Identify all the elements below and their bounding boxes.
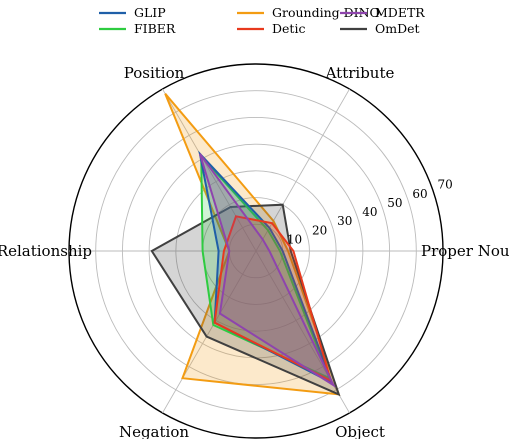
axis-label-position: Position [124, 64, 185, 82]
axis-label-object: Object [335, 423, 385, 439]
axis-label-attribute: Attribute [325, 64, 395, 82]
series-layer [150, 93, 341, 397]
series-omdet [150, 203, 341, 397]
legend-label-detic: Detic [272, 21, 305, 36]
radial-tick-label: 60 [412, 187, 427, 201]
spoke-negation [162, 250, 257, 414]
legend-label-grounding-dino: Grounding DINO [272, 5, 380, 20]
legend-label-mdetr: MDETR [375, 5, 425, 20]
spoke-position [162, 88, 257, 252]
series-mdetr [198, 153, 336, 388]
radial-tick-label: 30 [337, 214, 352, 228]
radial-tick-label: 10 [287, 233, 302, 247]
axis-label-proper-noun: Proper Noun [421, 242, 509, 260]
axis-labels: 10 20 30 40 50 60 70 Position Attribute Proper No… [0, 64, 509, 439]
legend-label-fiber: FIBER [134, 21, 176, 36]
legend-label-glip: GLIP [134, 5, 166, 20]
radial-tick-label: 70 [438, 178, 453, 192]
radial-tick-label: 40 [362, 205, 377, 219]
radial-tick-label: 20 [312, 223, 327, 237]
radial-tick-label: 50 [387, 196, 402, 210]
axis-label-negation: Negation [119, 423, 189, 439]
axis-label-relationship: Relationship [0, 242, 92, 260]
legend-label-omdet: OmDet [375, 21, 420, 36]
